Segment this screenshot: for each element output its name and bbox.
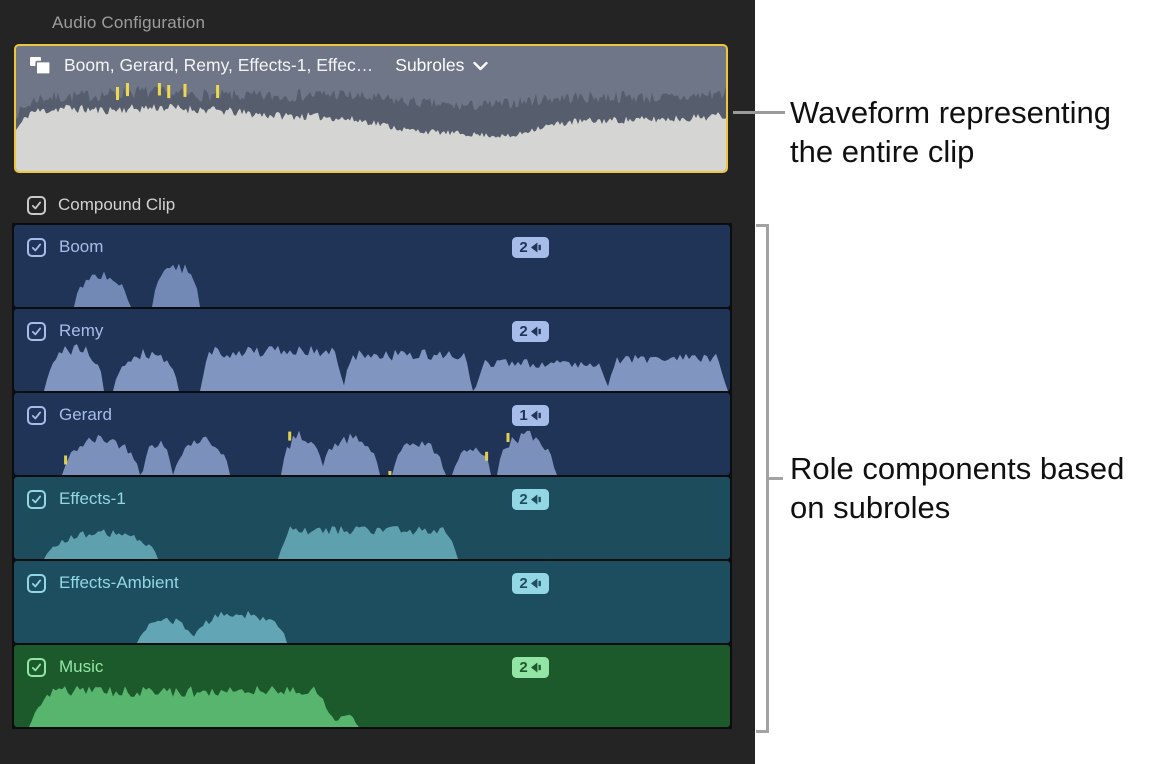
speaker-icon — [530, 410, 541, 421]
callout-bracket — [766, 224, 769, 733]
role-row-effects-ambient[interactable]: Effects-Ambient 2 — [14, 561, 730, 643]
audio-configuration-panel: Audio Configuration Boom, Gerard, Remy, … — [0, 0, 755, 764]
annotation-entire-clip: Waveform representing the entire clip — [790, 95, 1112, 169]
subroles-dropdown-label: Subroles — [395, 55, 465, 75]
role-label: Gerard — [59, 405, 112, 424]
role-checkbox[interactable] — [27, 573, 46, 593]
role-label: Boom — [59, 237, 104, 256]
role-label: Music — [59, 657, 104, 676]
speaker-icon — [530, 242, 541, 253]
roles-icon — [30, 56, 51, 75]
panel-title: Audio Configuration — [52, 13, 206, 32]
role-checkbox[interactable] — [27, 657, 46, 677]
role-checkbox[interactable] — [27, 237, 46, 257]
callout-bracket-top — [756, 224, 769, 227]
role-waveform — [14, 430, 730, 475]
callout-bracket-bottom — [756, 730, 769, 733]
channel-count-badge: 2 — [512, 573, 549, 594]
speaker-icon — [530, 494, 541, 505]
role-waveform — [14, 263, 730, 307]
role-waveform — [14, 344, 730, 391]
callout-line-waveform — [733, 111, 785, 114]
chevron-down-icon — [473, 61, 489, 71]
role-checkbox[interactable] — [27, 489, 46, 509]
role-row-effects-1[interactable]: Effects-1 2 — [14, 477, 730, 559]
role-row-boom[interactable]: Boom 2 — [14, 225, 730, 307]
compound-clip-waveform-row[interactable]: Boom, Gerard, Remy, Effects-1, Effec… Su… — [14, 44, 728, 173]
channel-count-badge: 2 — [512, 237, 549, 258]
compound-clip-toggle-row: Compound Clip — [27, 195, 175, 215]
role-row-music[interactable]: Music 2 — [14, 645, 730, 727]
callout-bracket-connector — [769, 477, 783, 480]
role-label: Effects-1 — [59, 489, 126, 508]
annotation-role-components: Role components based on subroles — [790, 451, 1125, 525]
speaker-icon — [530, 578, 541, 589]
role-label: Remy — [59, 321, 104, 340]
role-waveform — [14, 610, 730, 643]
channel-count-badge: 2 — [512, 489, 549, 510]
role-waveform — [14, 685, 730, 727]
compound-clip-checkbox[interactable] — [27, 195, 46, 215]
role-label: Effects-Ambient — [59, 573, 179, 592]
role-row-gerard[interactable]: Gerard 1 — [14, 393, 730, 475]
role-row-remy[interactable]: Remy 2 — [14, 309, 730, 391]
role-checkbox[interactable] — [27, 321, 46, 341]
subroles-dropdown[interactable]: Subroles — [395, 55, 489, 76]
channel-count-badge: 2 — [512, 657, 549, 678]
role-waveform — [14, 526, 730, 559]
channel-count-badge: 2 — [512, 321, 549, 342]
clip-roles-summary: Boom, Gerard, Remy, Effects-1, Effec… — [64, 55, 374, 75]
entire-clip-waveform — [16, 83, 726, 171]
channel-count-badge: 1 — [512, 405, 549, 426]
role-components-list: Boom 2 Remy 2 Gerard 1 Effects-1 — [12, 223, 732, 729]
speaker-icon — [530, 662, 541, 673]
speaker-icon — [530, 326, 541, 337]
compound-clip-label: Compound Clip — [58, 195, 176, 214]
role-checkbox[interactable] — [27, 405, 46, 425]
